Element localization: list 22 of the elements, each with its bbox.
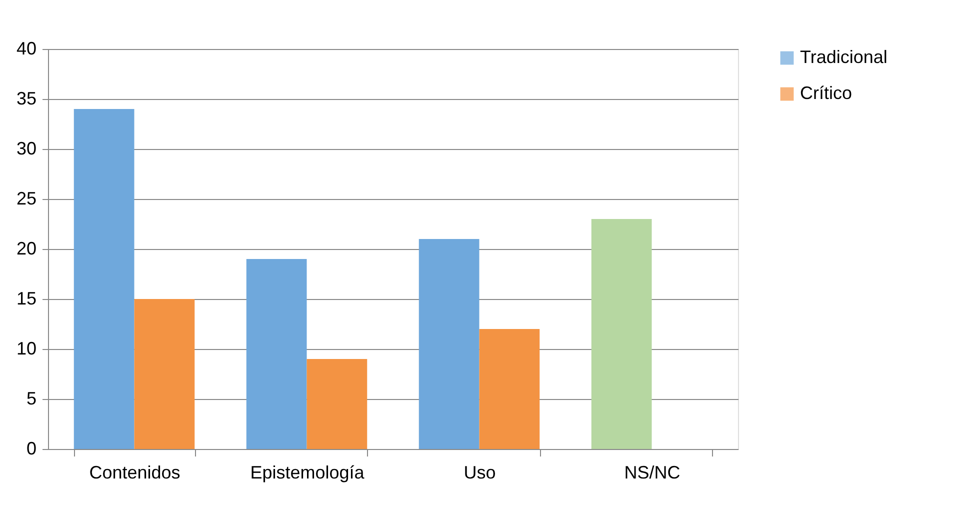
y-tick-label: 0 [26, 438, 36, 458]
x-tick-label: Uso [464, 462, 496, 482]
bar [306, 359, 368, 449]
bar [418, 239, 480, 449]
y-tick-label: 35 [16, 88, 36, 108]
legend-label: Crítico [800, 83, 852, 103]
bar [74, 109, 134, 449]
legend-label: Tradicional [800, 47, 888, 67]
y-tick-label: 20 [16, 238, 36, 258]
x-tick-label: Epistemología [250, 462, 366, 482]
x-tick-label: Contenidos [89, 462, 180, 482]
y-tick-label: 40 [16, 38, 36, 58]
bar [479, 329, 540, 449]
y-tick-label: 10 [16, 338, 36, 358]
x-tick-label: NS/NC [624, 462, 680, 482]
bar [591, 219, 652, 449]
bar [246, 259, 307, 449]
y-tick-label: 25 [16, 188, 36, 208]
y-tick-label: 5 [26, 388, 36, 408]
y-tick-label: 15 [16, 288, 36, 308]
y-tick-label: 30 [16, 138, 36, 158]
bar [134, 299, 195, 449]
